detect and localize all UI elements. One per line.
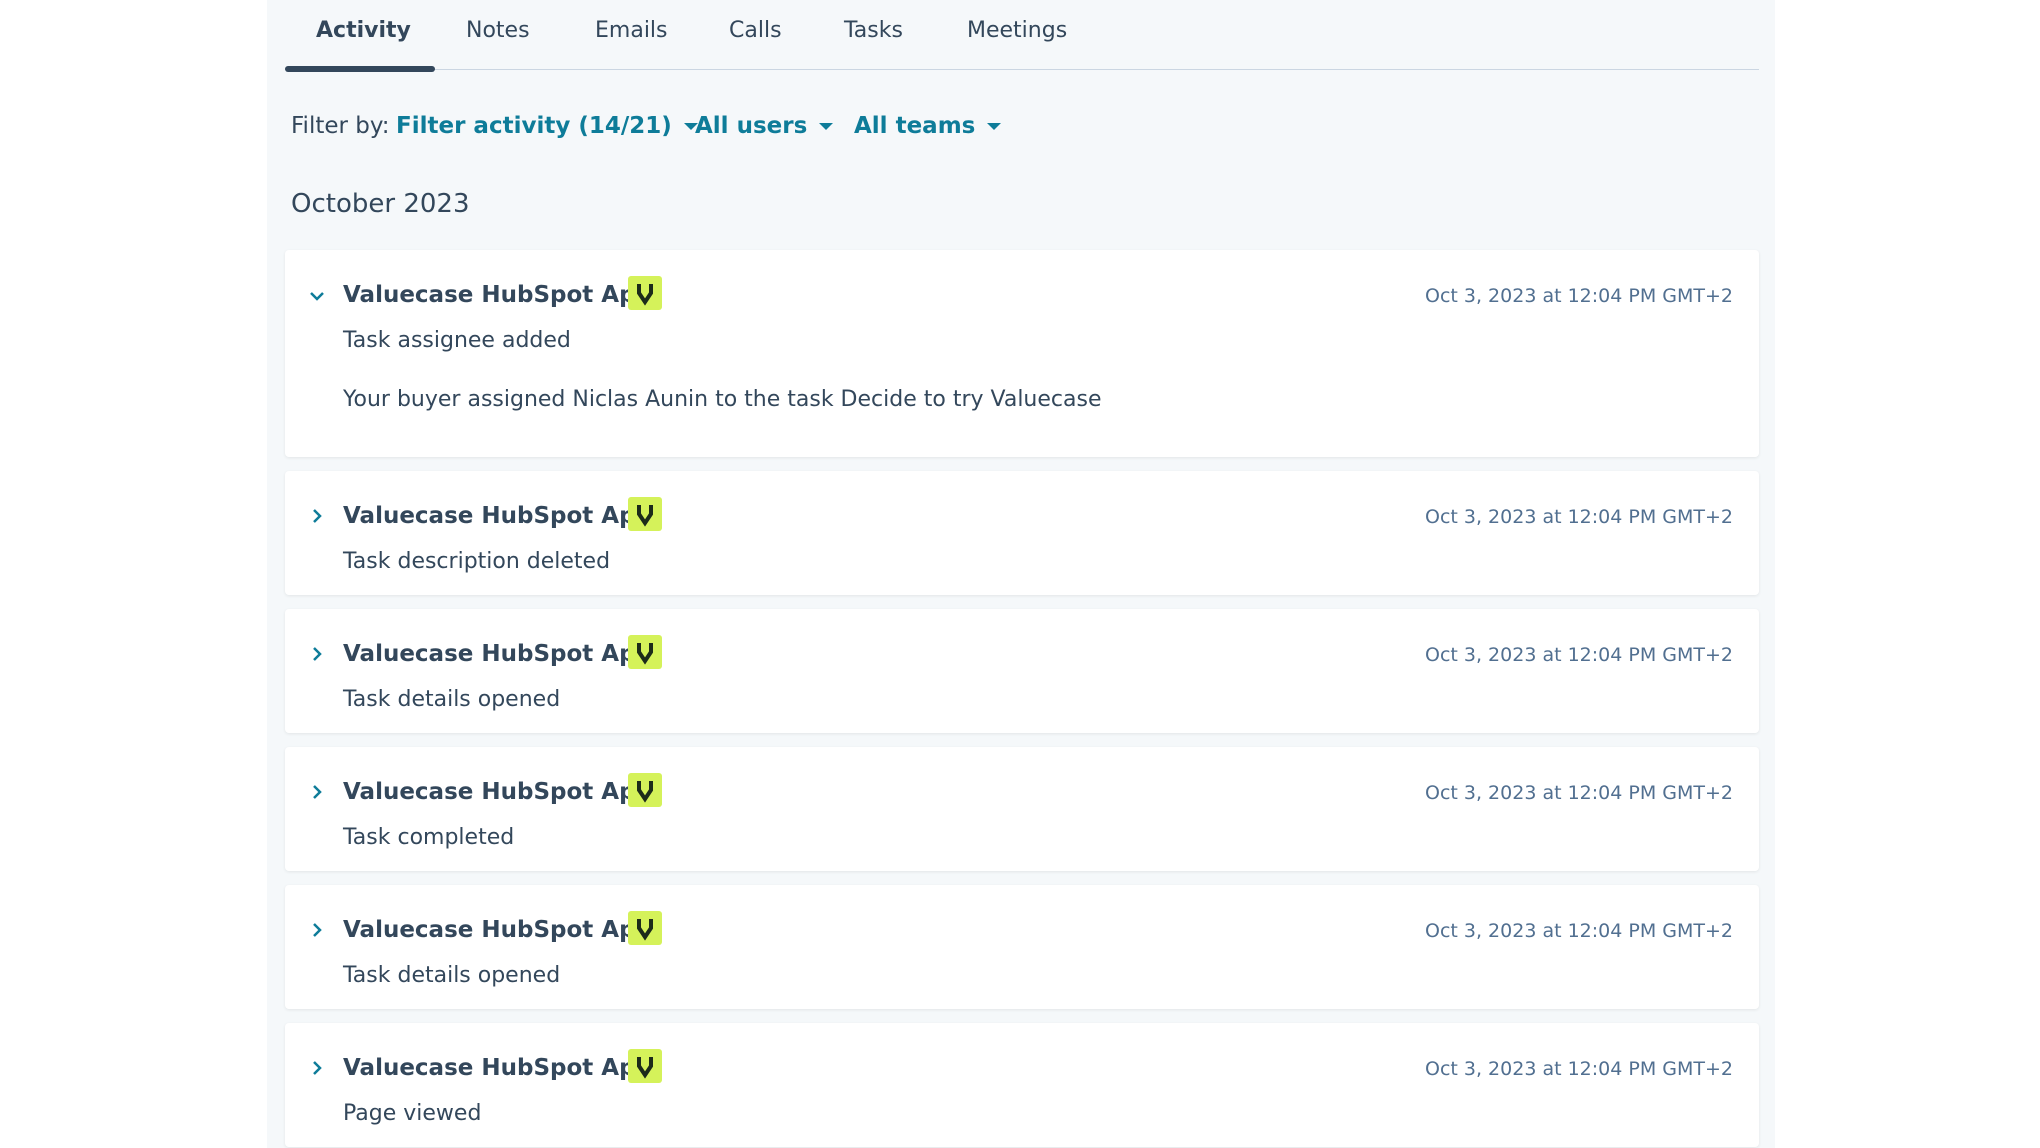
filter-dropdown[interactable]: All teams — [854, 113, 1001, 139]
timestamp: Oct 3, 2023 at 12:04 PM GMT+2 — [1425, 1058, 1733, 1080]
app-name: Valuecase HubSpot App — [343, 282, 653, 308]
app-name: Valuecase HubSpot App — [343, 1055, 653, 1081]
expand-toggle[interactable] — [305, 919, 329, 943]
active-tab-indicator — [285, 66, 435, 72]
activity-card: Valuecase HubSpot App Oct 3, 2023 at 12:0… — [285, 747, 1759, 871]
activity-detail: Your buyer assigned Niclas Aunin to the … — [343, 387, 1102, 412]
app-icon — [628, 635, 662, 669]
month-heading: October 2023 — [291, 189, 470, 219]
tab[interactable]: Emails — [595, 18, 668, 43]
filter-label: Filter by: — [291, 113, 390, 139]
timestamp: Oct 3, 2023 at 12:04 PM GMT+2 — [1425, 644, 1733, 666]
filter-dropdown[interactable]: All users — [695, 113, 833, 139]
activity-action: Task description deleted — [343, 549, 611, 574]
activity-action: Task completed — [343, 825, 515, 850]
tab[interactable]: Tasks — [844, 18, 903, 43]
activity-action: Page viewed — [343, 1101, 482, 1126]
app-icon — [628, 497, 662, 531]
app-name: Valuecase HubSpot App — [343, 917, 653, 943]
timestamp: Oct 3, 2023 at 12:04 PM GMT+2 — [1425, 920, 1733, 942]
activity-card: Valuecase HubSpot App Oct 3, 2023 at 12:0… — [285, 885, 1759, 1009]
app-icon — [628, 276, 662, 310]
expand-toggle[interactable] — [305, 643, 329, 667]
expand-toggle[interactable] — [305, 781, 329, 805]
expand-toggle[interactable] — [305, 505, 329, 529]
timestamp: Oct 3, 2023 at 12:04 PM GMT+2 — [1425, 782, 1733, 804]
activity-card: Valuecase HubSpot App Oct 3, 2023 at 12:0… — [285, 250, 1759, 457]
activity-card: Valuecase HubSpot App Oct 3, 2023 at 12:0… — [285, 609, 1759, 733]
app-icon — [628, 773, 662, 807]
activity-card: Valuecase HubSpot App Oct 3, 2023 at 12:0… — [285, 471, 1759, 595]
app-name: Valuecase HubSpot App — [343, 779, 653, 805]
app-name: Valuecase HubSpot App — [343, 641, 653, 667]
timestamp: Oct 3, 2023 at 12:04 PM GMT+2 — [1425, 506, 1733, 528]
activity-action: Task assignee added — [343, 328, 571, 353]
app-icon — [628, 1049, 662, 1083]
activity-card: Valuecase HubSpot App Oct 3, 2023 at 12:0… — [285, 1023, 1759, 1147]
filter-dropdown[interactable]: Filter activity (14/21) — [396, 113, 698, 139]
tab[interactable]: Meetings — [967, 18, 1068, 43]
activity-action: Task details opened — [343, 687, 561, 712]
expand-toggle[interactable] — [305, 284, 329, 308]
tab[interactable]: Notes — [466, 18, 530, 43]
expand-toggle[interactable] — [305, 1057, 329, 1081]
tab[interactable]: Activity — [316, 18, 411, 43]
tab-divider — [285, 69, 1759, 70]
app-icon — [628, 911, 662, 945]
activity-action: Task details opened — [343, 963, 561, 988]
app-name: Valuecase HubSpot App — [343, 503, 653, 529]
tab[interactable]: Calls — [729, 18, 782, 43]
timestamp: Oct 3, 2023 at 12:04 PM GMT+2 — [1425, 285, 1733, 307]
